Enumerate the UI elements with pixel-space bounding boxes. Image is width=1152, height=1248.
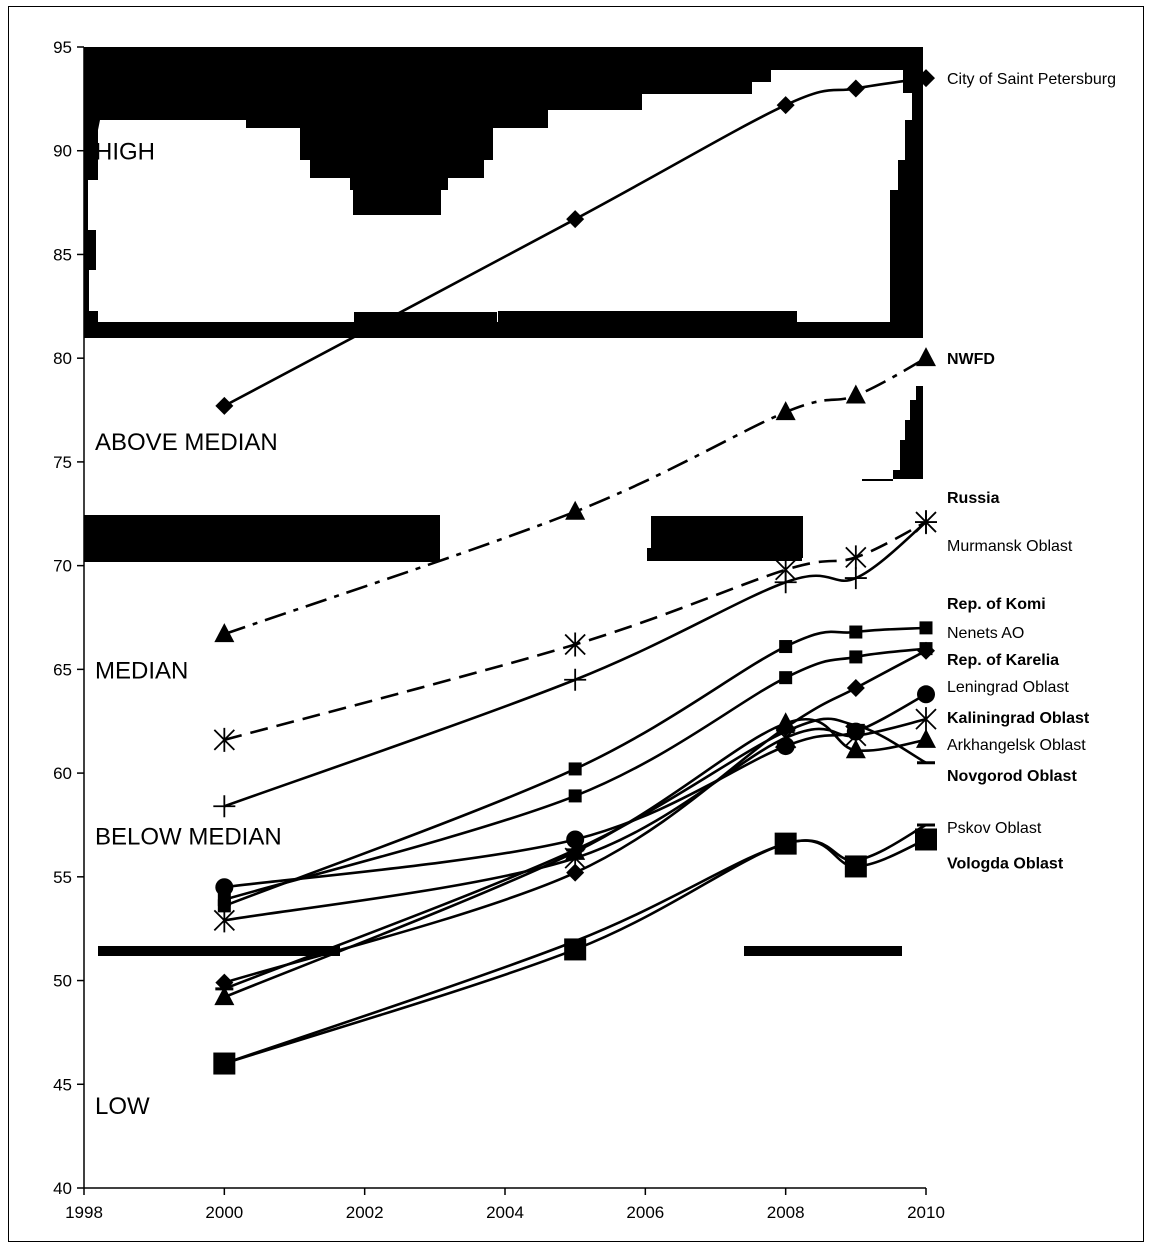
series-label: Murmansk Oblast [947,538,1073,555]
x-tick-label: 2010 [907,1203,945,1222]
series-label: Nenets AO [947,625,1024,642]
square-marker [564,938,587,961]
x-tick-label: 2000 [205,1203,243,1222]
median-boundary-right [862,386,923,481]
diamond-marker [846,679,865,698]
series-line [224,717,927,922]
y-tick-label: 95 [53,38,72,57]
high-zone-band [84,47,923,338]
series-label: Vologda Oblast [947,855,1064,872]
diamond-marker [846,79,865,98]
asterisk-marker [213,908,235,933]
series-line [223,649,927,984]
series-label: Russia [947,490,1000,507]
series-label: Arkhangelsk Oblast [947,737,1086,754]
series-label: Rep. of Karelia [947,652,1059,669]
low-boundary-right [744,946,902,956]
y-tick-label: 65 [53,660,72,679]
square-marker [217,893,231,907]
square-marker [779,671,793,685]
triangle-marker [916,728,936,748]
square-marker [213,1052,236,1075]
zone-label: ABOVE MEDIAN [95,429,278,456]
triangle-marker [214,986,235,1006]
x-tick-label: 2008 [767,1203,805,1222]
diamond-marker [776,96,795,115]
x-tick-label: 2006 [626,1203,664,1222]
low-boundary-left [98,946,340,956]
zone-band-shapes [84,47,923,956]
zone-labels: HIGH ABOVE MEDIAN MEDIAN BELOW MEDIAN LOW [95,139,282,1120]
square-marker [915,828,937,851]
diamond-marker [215,973,234,992]
series-label: Kaliningrad Oblast [947,710,1090,727]
triangle-marker [775,401,796,421]
x-tick-label: 1998 [65,1203,103,1222]
plus-marker [774,571,797,594]
series-label: NWFD [947,351,995,368]
y-tick-label: 90 [53,142,72,161]
triangle-marker [845,384,866,404]
triangle-marker [214,623,235,643]
plus-marker [213,795,236,818]
chart-frame [8,6,1144,1242]
series-label: City of Saint Petersburg [947,71,1116,88]
series-labels: City of Saint Petersburg NWFD Russia Murman… [947,71,1116,872]
triangle-marker [845,739,866,759]
series-label: Rep. of Komi [947,596,1046,613]
y-tick-label: 55 [53,868,72,887]
diamond-marker [215,396,234,415]
triangle-marker [916,347,936,367]
square-marker [919,621,933,635]
asterisk-marker [213,727,235,752]
diamond-marker [566,210,585,229]
asterisk-marker [564,632,586,657]
series-line [223,357,927,636]
square-marker [774,832,797,855]
series-line [223,521,927,808]
plus-marker [564,668,587,691]
series-label: Novgorod Oblast [947,768,1077,785]
circle-marker [215,878,234,897]
y-tick-label: 85 [53,245,72,264]
y-tick-label: 40 [53,1179,72,1198]
square-marker [844,855,867,878]
median-boundary-middle-lower [647,548,802,561]
plus-marker [844,567,867,590]
square-marker [568,789,582,803]
y-tick-label: 70 [53,557,72,576]
x-tick-label: 2004 [486,1203,524,1222]
asterisk-marker [845,545,867,570]
y-tick-label: 75 [53,453,72,472]
x-tick-label: 2002 [346,1203,384,1222]
square-marker [779,640,793,654]
y-tick-label: 45 [53,1075,72,1094]
series-label: Pskov Oblast [947,820,1042,837]
triangle-marker [775,712,796,732]
square-marker [849,650,863,664]
triangle-marker [565,500,586,520]
diamond-marker [566,863,585,882]
y-tick-label: 50 [53,972,72,991]
zone-label: HIGH [95,139,155,166]
diamond-marker [917,69,935,88]
zone-label: MEDIAN [95,657,188,684]
zone-label: BELOW MEDIAN [95,823,282,850]
axes: 40 45 50 55 60 65 70 75 80 85 90 95 1998 2000 2002 2004… [53,38,945,1222]
series-markers [213,69,937,1075]
plus-marker [915,511,937,534]
y-tick-label: 80 [53,349,72,368]
square-marker [568,762,582,776]
y-tick-label: 60 [53,764,72,783]
circle-marker [917,685,935,704]
square-marker [849,625,863,639]
asterisk-marker [915,707,937,732]
zone-label: LOW [95,1093,150,1120]
series-label: Leningrad Oblast [947,679,1069,696]
circle-marker [566,830,585,849]
diamond-marker [917,641,935,660]
median-boundary-left [84,515,440,562]
